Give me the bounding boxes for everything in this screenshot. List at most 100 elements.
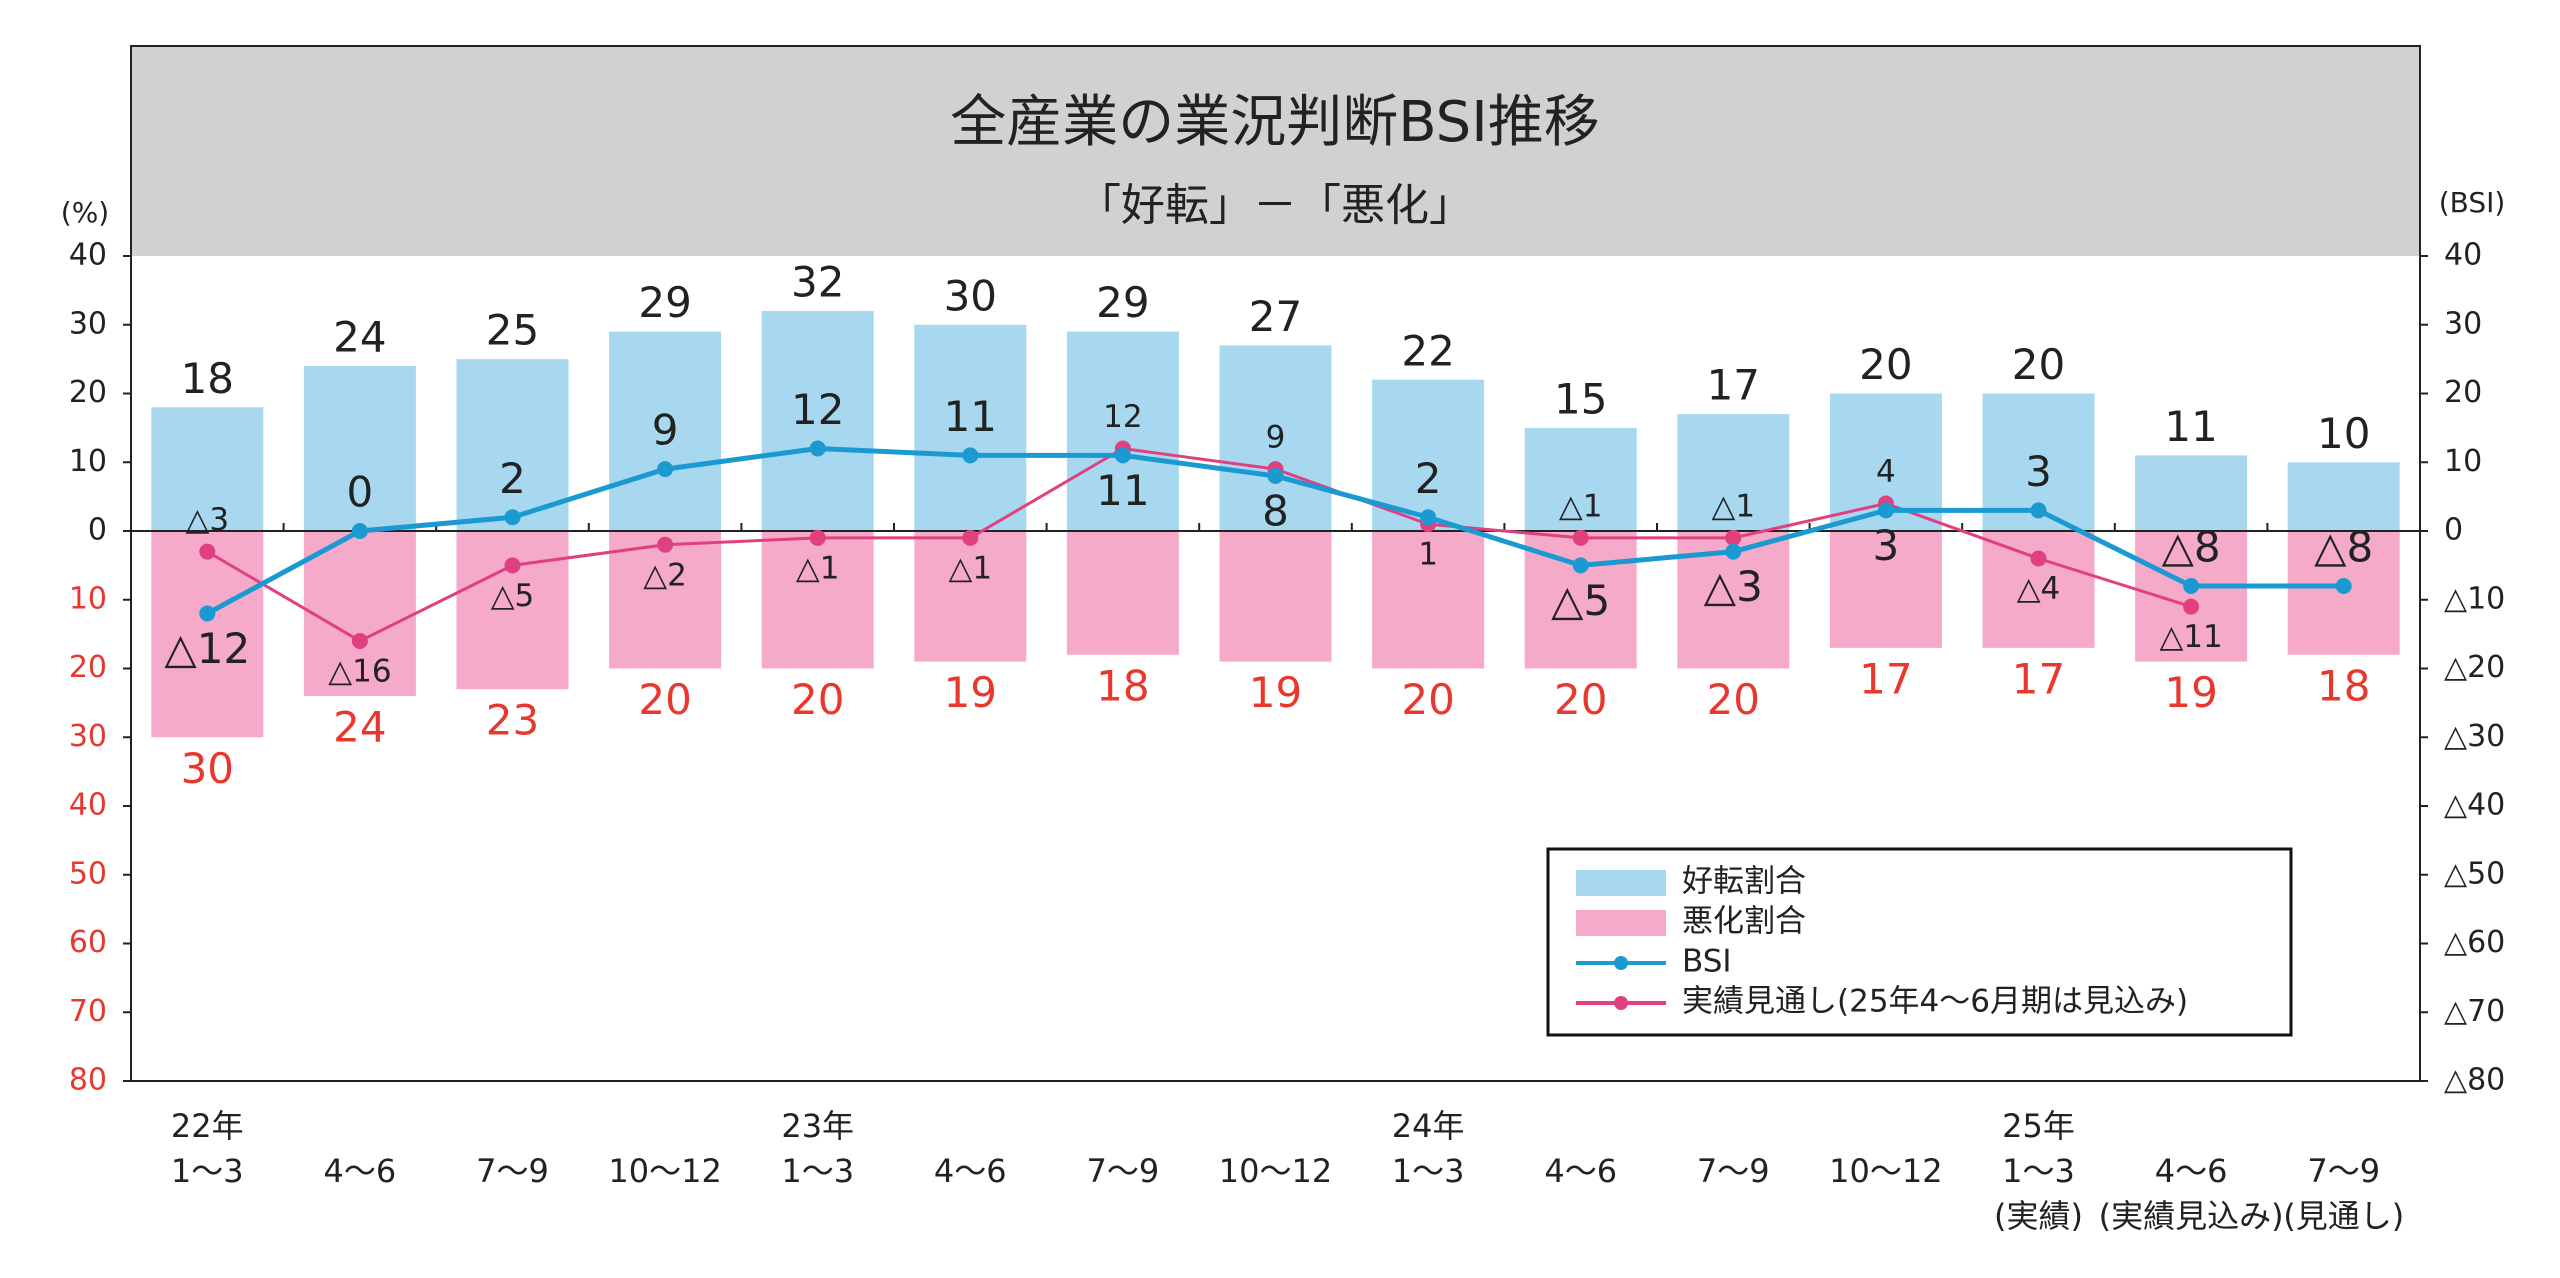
bar-value-label: 32 xyxy=(791,258,844,307)
line-value-label: △4 xyxy=(2017,571,2061,607)
y2-tick-label: △80 xyxy=(2444,1063,2505,1098)
bar-value-label: 20 xyxy=(638,675,691,724)
bar-value-label: 15 xyxy=(1554,374,1607,423)
y-tick-label: 60 xyxy=(69,925,107,960)
x-tick-label: 7～9 xyxy=(1697,1152,1770,1190)
y2-tick-label: △10 xyxy=(2444,581,2505,616)
bar xyxy=(1066,331,1179,531)
y-tick-label: 30 xyxy=(69,719,107,754)
y2-tick-label: 20 xyxy=(2444,375,2482,410)
x-tick-label: 24年 xyxy=(1392,1107,1465,1145)
x-tick-label: 1～3 xyxy=(2002,1152,2075,1190)
line-marker xyxy=(504,509,521,526)
x-tick-label: 10～12 xyxy=(608,1152,721,1190)
line-value-label: 12 xyxy=(791,385,844,434)
y2-tick-label: 30 xyxy=(2444,306,2482,341)
line-marker xyxy=(2030,502,2047,519)
x-tick-label: 23年 xyxy=(781,1107,854,1145)
bar xyxy=(1372,531,1485,669)
y2-tick-label: △30 xyxy=(2444,719,2505,754)
y2-tick-label: 40 xyxy=(2444,238,2482,273)
line-value-label: 11 xyxy=(944,392,997,441)
line-marker xyxy=(1572,529,1589,546)
legend-label: 悪化割合 xyxy=(1682,904,1806,940)
header-band xyxy=(131,46,2420,256)
bar-value-label: 18 xyxy=(181,354,234,403)
line-marker xyxy=(1114,447,1131,464)
y2-tick-label: △50 xyxy=(2444,856,2505,891)
bar-value-label: 17 xyxy=(1859,654,1912,703)
legend-swatch-marker xyxy=(1614,996,1628,1010)
bar-value-label: 24 xyxy=(333,703,386,752)
x-tick-label: 25年 xyxy=(2002,1107,2075,1145)
bar-value-label: 19 xyxy=(944,668,997,717)
line-value-label: 3 xyxy=(2025,447,2052,496)
line-value-label: 2 xyxy=(499,454,526,503)
x-tick-label: (実績) xyxy=(1994,1197,2083,1235)
line-marker xyxy=(2030,550,2047,567)
line-value-label: △5 xyxy=(491,578,535,614)
x-tick-label: 10～12 xyxy=(1829,1152,1942,1190)
x-tick-label: (見通し) xyxy=(2283,1197,2404,1235)
bar xyxy=(914,324,1027,531)
bar xyxy=(1219,531,1332,662)
bar-value-label: 30 xyxy=(944,271,997,320)
plot-frame xyxy=(130,45,2421,1082)
x-tick-label: 7～9 xyxy=(2307,1152,2380,1190)
bar xyxy=(609,331,722,531)
line xyxy=(206,446,2192,643)
y2-tick-label: △60 xyxy=(2444,925,2505,960)
y-tick-label: 40 xyxy=(69,788,107,823)
line-value-label: △5 xyxy=(1551,576,1610,625)
line-value-label: △2 xyxy=(643,557,687,593)
bar-value-label: 19 xyxy=(2164,668,2217,717)
bar xyxy=(609,531,722,669)
bar-value-label: 29 xyxy=(638,278,691,327)
y-tick-label: 50 xyxy=(69,856,107,891)
bar-value-label: 29 xyxy=(1096,278,1149,327)
bar xyxy=(303,366,416,531)
y-tick-label: 20 xyxy=(69,650,107,685)
bar xyxy=(456,531,569,690)
bar xyxy=(914,531,1027,662)
legend-swatch-marker xyxy=(1614,956,1628,970)
bar-value-label: 20 xyxy=(1401,675,1454,724)
line-marker xyxy=(199,605,216,622)
y-tick-label: 30 xyxy=(69,306,107,341)
line-value-label: 1 xyxy=(1418,537,1438,573)
y2-tick-label: △70 xyxy=(2444,994,2505,1029)
bar-value-label: 17 xyxy=(1707,361,1760,410)
bar xyxy=(1677,414,1790,531)
bar xyxy=(761,311,874,531)
line-value-label: 2 xyxy=(1415,454,1442,503)
bar-value-label: 20 xyxy=(2012,340,2065,389)
x-tick-label: 22年 xyxy=(171,1107,244,1145)
legend-label: 実績見通し(25年4～6月期は見込み) xyxy=(1682,984,2188,1020)
bar xyxy=(1829,531,1942,648)
bar-value-label: 24 xyxy=(333,313,386,362)
line-value-label: △3 xyxy=(1704,562,1763,611)
bar-value-label: 20 xyxy=(791,675,844,724)
bar xyxy=(761,531,874,669)
bar-value-label: 18 xyxy=(1096,661,1149,710)
line-value-label: 3 xyxy=(1873,521,1900,570)
x-tick-label: (実績見込み) xyxy=(2099,1197,2284,1235)
legend-swatch xyxy=(1576,870,1666,896)
line-marker xyxy=(1725,529,1742,546)
bar-value-label: 20 xyxy=(1707,675,1760,724)
line-marker xyxy=(199,543,216,560)
line-marker xyxy=(1572,557,1589,574)
bar-value-label: 20 xyxy=(1859,340,1912,389)
y-tick-label: 70 xyxy=(69,994,107,1029)
line-value-label: △11 xyxy=(2159,619,2222,655)
chart-title: 全産業の業況判断BSI推移 xyxy=(950,90,1600,155)
y2-tick-label: △40 xyxy=(2444,788,2505,823)
legend-swatch xyxy=(1576,910,1666,936)
x-tick-label: 1～3 xyxy=(1392,1152,1465,1190)
y-tick-label: 80 xyxy=(69,1063,107,1098)
bar xyxy=(1524,427,1637,531)
bar-value-label: 23 xyxy=(486,696,539,745)
line-marker xyxy=(809,529,826,546)
